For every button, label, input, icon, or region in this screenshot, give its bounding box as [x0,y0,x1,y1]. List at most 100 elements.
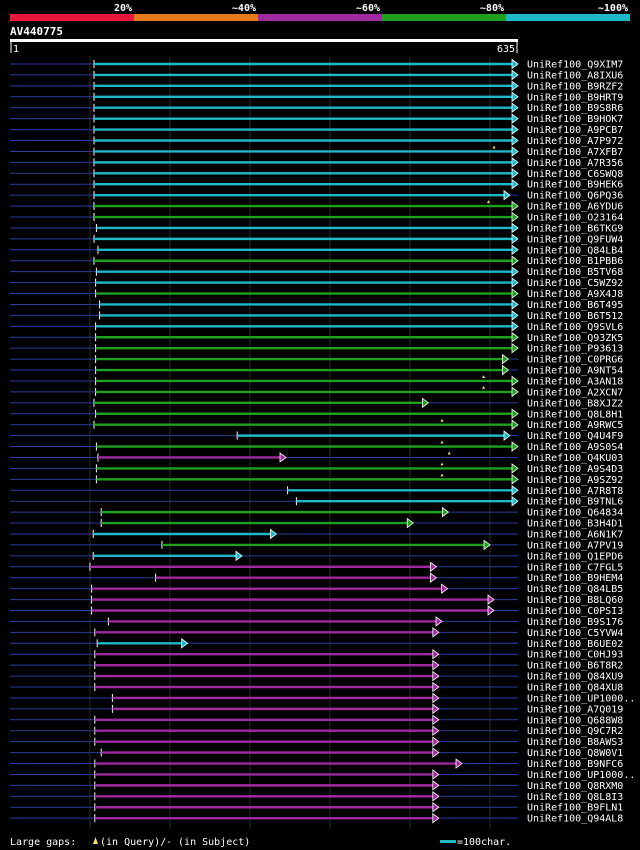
hit-row[interactable]: UniRef100_Q8L8H1 [10,408,623,420]
hit-row[interactable]: UniRef100_C6SWQ8 [10,168,623,180]
hit-row[interactable]: UniRef100_B3H4D1 [10,517,623,530]
hit-label[interactable]: UniRef100_Q94AL8 [527,814,623,825]
hit-row[interactable]: UniRef100_A9S4D3 [10,462,623,475]
hit-label[interactable]: UniRef100_Q1EPD6 [527,551,623,562]
hit-row[interactable]: UniRef100_Q8L8I3 [10,791,623,803]
hit-row[interactable]: UniRef100_Q84LB5 [10,583,623,595]
hit-row[interactable]: UniRef100_C7FGL5 [10,561,623,573]
hit-label[interactable]: UniRef100_C0PSI3 [527,606,623,617]
hit-label[interactable]: UniRef100_B5TV68 [527,267,623,278]
hit-label[interactable]: UniRef100_B6T512 [527,311,623,322]
hit-label[interactable]: UniRef100_Q8L8H1 [527,409,623,420]
hit-label[interactable]: UniRef100_UP1000.. [527,693,635,704]
hit-row[interactable]: UniRef100_A6N1K7 [10,528,623,540]
hit-label[interactable]: UniRef100_C7FGL5 [527,562,623,573]
hit-row[interactable]: UniRef100_Q93ZK5 [10,331,623,344]
hit-row[interactable]: UniRef100_Q6PQ36 [10,189,623,202]
hit-label[interactable]: UniRef100_A9RWC5 [527,420,623,431]
hit-row[interactable]: UniRef100_O23164 [10,211,623,224]
hit-row[interactable]: UniRef100_B9FLN1 [10,801,623,814]
hit-row[interactable]: UniRef100_C0HJ93 [10,648,623,661]
hit-label[interactable]: UniRef100_B8XJZ2 [527,398,623,409]
hit-row[interactable]: UniRef100_A3AN18 [10,374,623,388]
hit-label[interactable]: UniRef100_A3AN18 [527,376,623,387]
hit-label[interactable]: UniRef100_B9RZF2 [527,81,623,92]
hit-label[interactable]: UniRef100_A7R8T8 [527,486,623,497]
hit-label[interactable]: UniRef100_C0PRG6 [527,355,623,366]
hit-label[interactable]: UniRef100_B6UE02 [527,639,623,650]
hit-row[interactable]: UniRef100_Q84XU8 [10,681,623,694]
hit-label[interactable]: UniRef100_A6YDU6 [527,202,623,213]
hit-label[interactable]: UniRef100_B9S8R6 [527,103,623,114]
hit-row[interactable]: UniRef100_A6YDU6 [10,200,623,213]
hit-label[interactable]: UniRef100_B9HRT9 [527,92,623,103]
hit-row[interactable]: UniRef100_Q64834 [10,506,623,519]
hit-row[interactable]: UniRef100_B5TV68 [10,266,623,278]
hit-row[interactable]: UniRef100_B1PBB6 [10,255,623,267]
hit-label[interactable]: UniRef100_UP1000.. [527,770,635,781]
hit-row[interactable]: UniRef100_A8IXU6 [10,69,623,81]
hit-row[interactable]: UniRef100_Q8W0V1 [10,747,623,759]
hit-row[interactable]: UniRef100_A7XFB7 [10,145,623,158]
hit-row[interactable]: UniRef100_A7R356 [10,157,623,169]
hit-row[interactable]: UniRef100_Q4KU03 [10,451,623,464]
hit-row[interactable]: UniRef100_Q84LB4 [10,244,623,256]
hit-label[interactable]: UniRef100_A7R356 [527,158,623,169]
hit-row[interactable]: UniRef100_B9HRT9 [10,91,623,103]
hit-label[interactable]: UniRef100_B9NFC6 [527,759,623,770]
hit-row[interactable]: UniRef100_A7PV19 [10,539,623,551]
hit-label[interactable]: UniRef100_Q64834 [527,508,623,519]
hit-row[interactable]: UniRef100_A2XCN7 [10,385,623,399]
hit-row[interactable]: UniRef100_B6T8R2 [10,659,623,672]
hit-row[interactable]: UniRef100_UP1000.. [10,769,635,781]
hit-row[interactable]: UniRef100_Q9FUW4 [10,233,623,245]
hit-label[interactable]: UniRef100_A9NT54 [527,366,623,377]
hit-label[interactable]: UniRef100_C5YVW4 [527,628,623,639]
hit-label[interactable]: UniRef100_A7XFB7 [527,147,623,158]
hit-row[interactable]: UniRef100_B9HEM4 [10,572,623,584]
hit-row[interactable]: UniRef100_A9X4J8 [10,288,623,300]
hit-label[interactable]: UniRef100_A8IXU6 [527,70,623,81]
hit-row[interactable]: UniRef100_C0PRG6 [10,353,623,366]
hit-label[interactable]: UniRef100_A9PCB7 [527,125,623,136]
hit-row[interactable]: UniRef100_Q9C7R2 [10,725,623,737]
hit-row[interactable]: UniRef100_B8LQ60 [10,594,623,606]
hit-row[interactable]: UniRef100_B9HEK6 [10,178,623,191]
hit-row[interactable]: UniRef100_A9SZ92 [10,473,623,486]
hit-row[interactable]: UniRef100_A9PCB7 [10,124,623,136]
hit-label[interactable]: UniRef100_Q93ZK5 [527,333,623,344]
hit-label[interactable]: UniRef100_Q84XU9 [527,672,623,683]
hit-label[interactable]: UniRef100_A6N1K7 [527,529,623,540]
hit-label[interactable]: UniRef100_A9S4D3 [527,464,623,475]
hit-row[interactable]: UniRef100_B6T512 [10,310,623,322]
hit-row[interactable]: UniRef100_Q4U4F9 [10,430,623,442]
hit-label[interactable]: UniRef100_B9HEM4 [527,573,623,584]
hit-row[interactable]: UniRef100_B6UE02 [10,637,623,650]
hit-row[interactable]: UniRef100_C0PSI3 [10,605,623,617]
hit-label[interactable]: UniRef100_Q8RXM0 [527,781,623,792]
hit-row[interactable]: UniRef100_B9S8R6 [10,102,623,114]
hit-label[interactable]: UniRef100_C6SWQ8 [527,169,623,180]
hit-row[interactable]: UniRef100_Q9SVL6 [10,321,623,333]
hit-label[interactable]: UniRef100_P93613 [527,344,623,355]
hit-row[interactable]: UniRef100_A7R8T8 [10,484,623,497]
hit-row[interactable]: UniRef100_C5YVW4 [10,627,623,639]
hit-label[interactable]: UniRef100_Q84LB4 [527,245,623,256]
hit-label[interactable]: UniRef100_Q9XIM7 [527,60,623,71]
hit-row[interactable]: UniRef100_B9S176 [10,616,623,628]
hit-label[interactable]: UniRef100_A7Q019 [527,704,623,715]
hit-label[interactable]: UniRef100_B3H4D1 [527,519,623,530]
hit-label[interactable]: UniRef100_Q9FUW4 [527,234,623,245]
hit-row[interactable]: UniRef100_B9TNL6 [10,495,623,508]
hit-label[interactable]: UniRef100_B9FLN1 [527,803,623,814]
hit-row[interactable]: UniRef100_A7P972 [10,135,623,147]
hit-label[interactable]: UniRef100_A7PV19 [527,540,623,551]
hit-row[interactable]: UniRef100_P93613 [10,342,623,355]
hit-label[interactable]: UniRef100_Q84XU8 [527,683,623,694]
hit-label[interactable]: UniRef100_B9S176 [527,617,623,628]
hit-row[interactable]: UniRef100_Q9XIM7 [10,58,623,71]
hit-label[interactable]: UniRef100_Q9C7R2 [527,726,623,737]
hit-label[interactable]: UniRef100_A9S0S4 [527,442,623,453]
hit-row[interactable]: UniRef100_A7Q019 [10,703,623,715]
hit-row[interactable]: UniRef100_C5WZ92 [10,277,623,289]
